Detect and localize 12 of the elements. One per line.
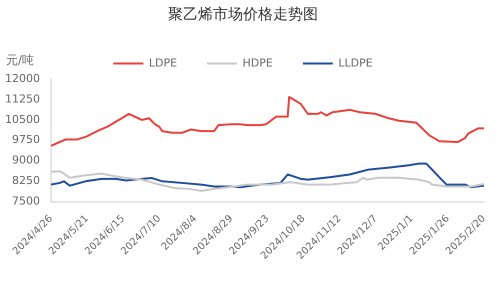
chart-title: 聚乙烯市场价格走势图 [168, 4, 318, 23]
y-tick-label: 8250 [12, 174, 40, 188]
y-tick-label: 9000 [12, 154, 40, 167]
y-tick-label: 12000 [4, 72, 40, 85]
y-tick-label: 7500 [12, 194, 40, 208]
y-tick-label: 10500 [4, 112, 40, 126]
y-tick-label: 11250 [4, 92, 40, 106]
legend-label: HDPE [242, 56, 273, 70]
y-tick-label: 9750 [12, 133, 40, 146]
y-axis-title: 元/吨 [6, 53, 34, 68]
legend-label: LDPE [148, 56, 178, 70]
legend-label: LLDPE [338, 56, 373, 70]
